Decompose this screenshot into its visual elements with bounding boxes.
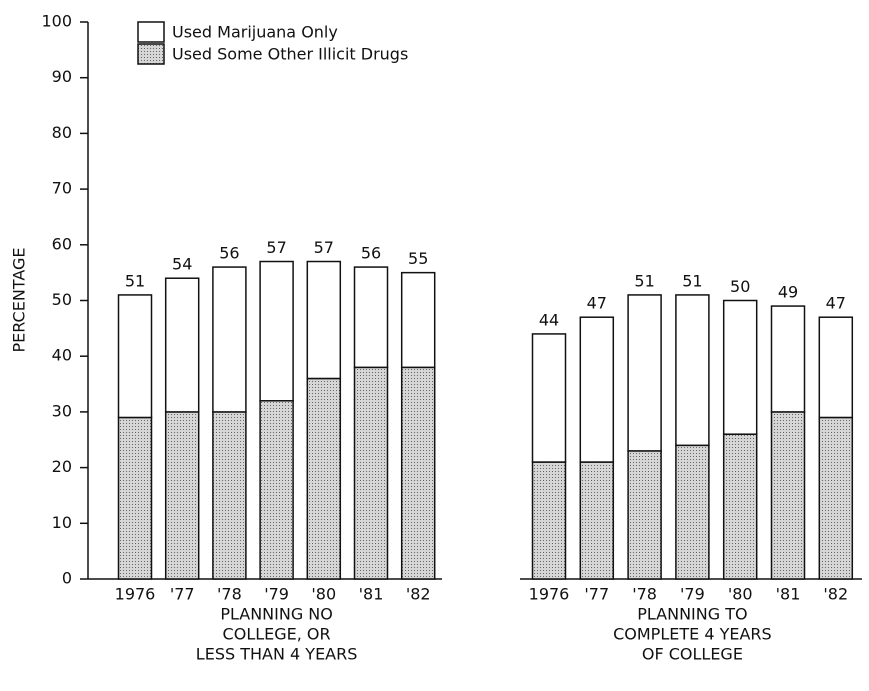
x-axis-label: COLLEGE, OR (223, 625, 331, 644)
bar-segment (770, 305, 806, 413)
total-label: 56 (219, 244, 239, 263)
x-axis-label: PLANNING NO (220, 605, 333, 624)
y-axis-label: PERCENTAGE (10, 247, 29, 352)
bar-segment (353, 266, 389, 369)
x-tick-label: '81 (359, 585, 384, 604)
x-tick-label: '77 (584, 585, 609, 604)
bar-segment (675, 444, 710, 580)
y-tick-label: 10 (52, 513, 72, 532)
total-label: 54 (172, 255, 192, 274)
y-tick-label: 20 (52, 457, 72, 476)
bar-segment (627, 294, 662, 452)
y-tick-label: 50 (52, 290, 72, 309)
x-tick-label: '82 (406, 585, 431, 604)
bar-segment (770, 411, 806, 580)
x-tick-label: '77 (170, 585, 195, 604)
y-tick-label: 80 (52, 123, 72, 142)
x-tick-label: '80 (728, 585, 753, 604)
total-label: 49 (778, 283, 798, 302)
bar-segment (579, 461, 615, 580)
bar-segment (259, 400, 294, 580)
total-label: 50 (730, 277, 750, 296)
total-label: 55 (408, 249, 428, 268)
bar-segment (579, 316, 615, 463)
bar-segment (722, 433, 758, 580)
y-tick-label: 90 (52, 67, 72, 86)
x-tick-label: '80 (311, 585, 336, 604)
legend-swatch (137, 43, 165, 65)
y-tick-label: 100 (41, 12, 72, 31)
bar-segment (722, 299, 758, 435)
total-label: 44 (539, 310, 559, 329)
total-label: 57 (314, 238, 334, 257)
x-tick-label: '79 (680, 585, 705, 604)
legend-swatch (137, 21, 165, 43)
bar-segment (818, 316, 854, 419)
x-tick-label: '78 (632, 585, 657, 604)
bar-segment (675, 294, 710, 447)
x-tick-label: '78 (217, 585, 242, 604)
x-tick-label: '82 (823, 585, 848, 604)
bar-segment (212, 411, 247, 580)
x-axis-label: LESS THAN 4 YEARS (196, 645, 358, 664)
bar-segment (306, 377, 342, 580)
bar-segment (117, 416, 153, 580)
bar-segment (353, 366, 389, 580)
legend-label: Used Some Other Illicit Drugs (172, 45, 408, 64)
total-label: 51 (682, 271, 702, 290)
bar-segment (531, 333, 567, 463)
x-tick-label: 1976 (529, 585, 570, 604)
bar-segment (818, 416, 854, 580)
bar-segment (627, 450, 662, 580)
total-label: 51 (634, 271, 654, 290)
y-tick-label: 70 (52, 179, 72, 198)
bar-segment (117, 294, 153, 419)
x-axis-label: PLANNING TO (637, 605, 747, 624)
total-label: 47 (826, 294, 846, 313)
legend-label: Used Marijuana Only (172, 23, 338, 42)
y-tick-label: 40 (52, 346, 72, 365)
bar-segment (212, 266, 247, 413)
total-label: 47 (587, 294, 607, 313)
x-tick-label: '81 (776, 585, 801, 604)
bar-segment (164, 411, 200, 580)
bar-segment (400, 271, 436, 369)
x-tick-label: 1976 (115, 585, 156, 604)
bar-segment (531, 461, 567, 580)
bar-segment (306, 260, 342, 380)
bar-segment (164, 277, 200, 413)
x-axis-label: COMPLETE 4 YEARS (613, 625, 772, 644)
total-label: 51 (125, 271, 145, 290)
y-tick-label: 30 (52, 401, 72, 420)
bar-segment (400, 366, 436, 580)
y-tick-label: 60 (52, 234, 72, 253)
x-axis-label: OF COLLEGE (642, 645, 743, 664)
x-tick-label: '79 (264, 585, 289, 604)
total-label: 56 (361, 244, 381, 263)
total-label: 57 (266, 238, 286, 257)
bar-segment (259, 260, 294, 402)
y-tick-label: 0 (62, 569, 72, 588)
